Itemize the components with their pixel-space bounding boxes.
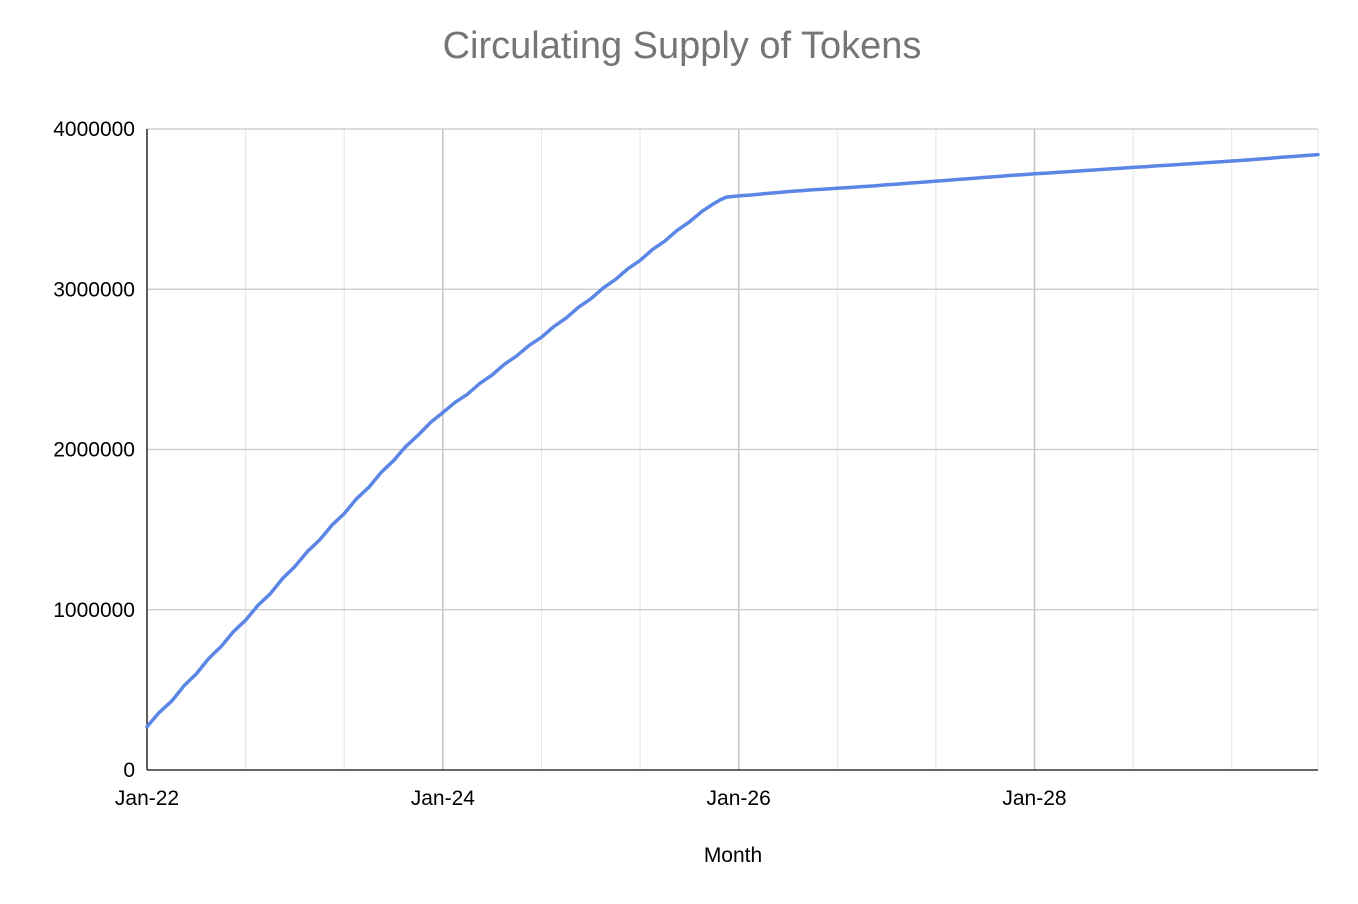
series-layer xyxy=(145,152,1320,729)
y-tick-label: 2000000 xyxy=(53,439,135,462)
y-tick-label: 3000000 xyxy=(53,278,135,301)
y-tick-label: 4000000 xyxy=(53,118,135,141)
x-tick-label: Jan-24 xyxy=(411,787,476,810)
x-axis-title: Month xyxy=(704,844,762,867)
grid xyxy=(146,128,1319,770)
chart-title: Circulating Supply of Tokens xyxy=(443,25,922,67)
axes xyxy=(146,129,1318,771)
x-tick-label: Jan-22 xyxy=(115,787,179,810)
series-line xyxy=(145,152,1320,729)
labels: Circulating Supply of Tokens Month 0 1000… xyxy=(53,25,1066,867)
y-tick-label: 0 xyxy=(123,759,135,782)
y-tick-label: 1000000 xyxy=(53,599,135,622)
x-tick-label: Jan-26 xyxy=(707,787,771,810)
x-tick-label: Jan-28 xyxy=(1002,787,1066,810)
